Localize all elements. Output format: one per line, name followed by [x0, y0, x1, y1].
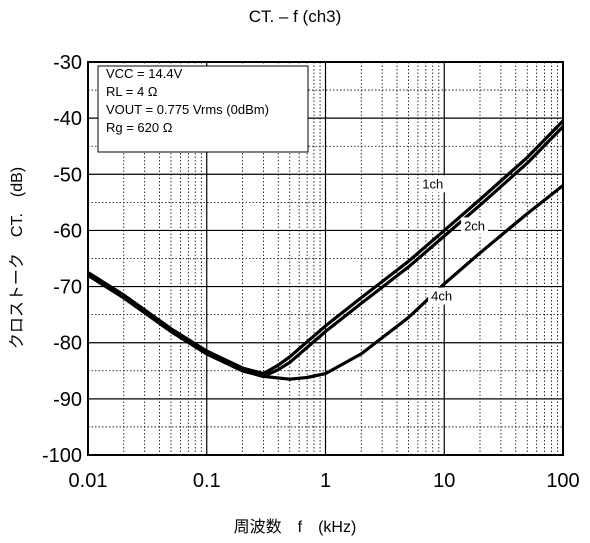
- series-lines: [87, 119, 565, 381]
- y-tick-label: -100: [42, 445, 82, 467]
- series-labels: 1ch 2ch 4ch: [419, 175, 489, 305]
- chart-title: CT. – f (ch3): [249, 7, 342, 26]
- y-axis-label: クロストーク CT. (dB): [8, 167, 26, 349]
- series-label-bg: [461, 217, 489, 235]
- condition-vcc: VCC = 14.4V: [106, 66, 183, 81]
- x-tick-label: 0.01: [69, 470, 108, 492]
- y-tick-label: -80: [53, 333, 82, 355]
- y-tick-label: -50: [53, 164, 82, 186]
- x-tick-label: 10: [433, 470, 455, 492]
- condition-rl: RL = 4 Ω: [106, 84, 158, 99]
- series-label-bg: [428, 287, 456, 305]
- conditions-box: VCC = 14.4V RL = 4 Ω VOUT = 0.775 Vrms (…: [97, 65, 309, 153]
- series-line-4ch: [87, 184, 564, 381]
- grid: [88, 62, 563, 455]
- x-tick-label: 1: [320, 470, 331, 492]
- series-label-2ch: 2ch: [464, 218, 485, 233]
- y-tick-label: -30: [53, 52, 82, 74]
- series-label-1ch: 1ch: [422, 176, 443, 191]
- y-tick-label: -90: [53, 389, 82, 411]
- plot-frame: [87, 61, 564, 456]
- series-label-bg: [419, 175, 447, 193]
- y-tick-label: -70: [53, 277, 82, 299]
- x-tick-label: 0.1: [193, 470, 221, 492]
- x-axis-label: 周波数 f (kHz): [234, 518, 357, 536]
- y-tick-label: -40: [53, 108, 82, 130]
- condition-rg: Rg = 620 Ω: [106, 120, 173, 135]
- tick-labels: -30 -40 -50 -60 -70 -80 -90 -100 0.01 0.1 1 10 100: [42, 52, 580, 492]
- conditions-box-frame: [97, 65, 309, 153]
- x-tick-label: 100: [546, 470, 579, 492]
- condition-vout: VOUT = 0.775 Vrms (0dBm): [106, 102, 269, 117]
- y-tick-label: -60: [53, 220, 82, 242]
- series-line-1ch: [87, 119, 565, 376]
- series-label-4ch: 4ch: [431, 289, 452, 304]
